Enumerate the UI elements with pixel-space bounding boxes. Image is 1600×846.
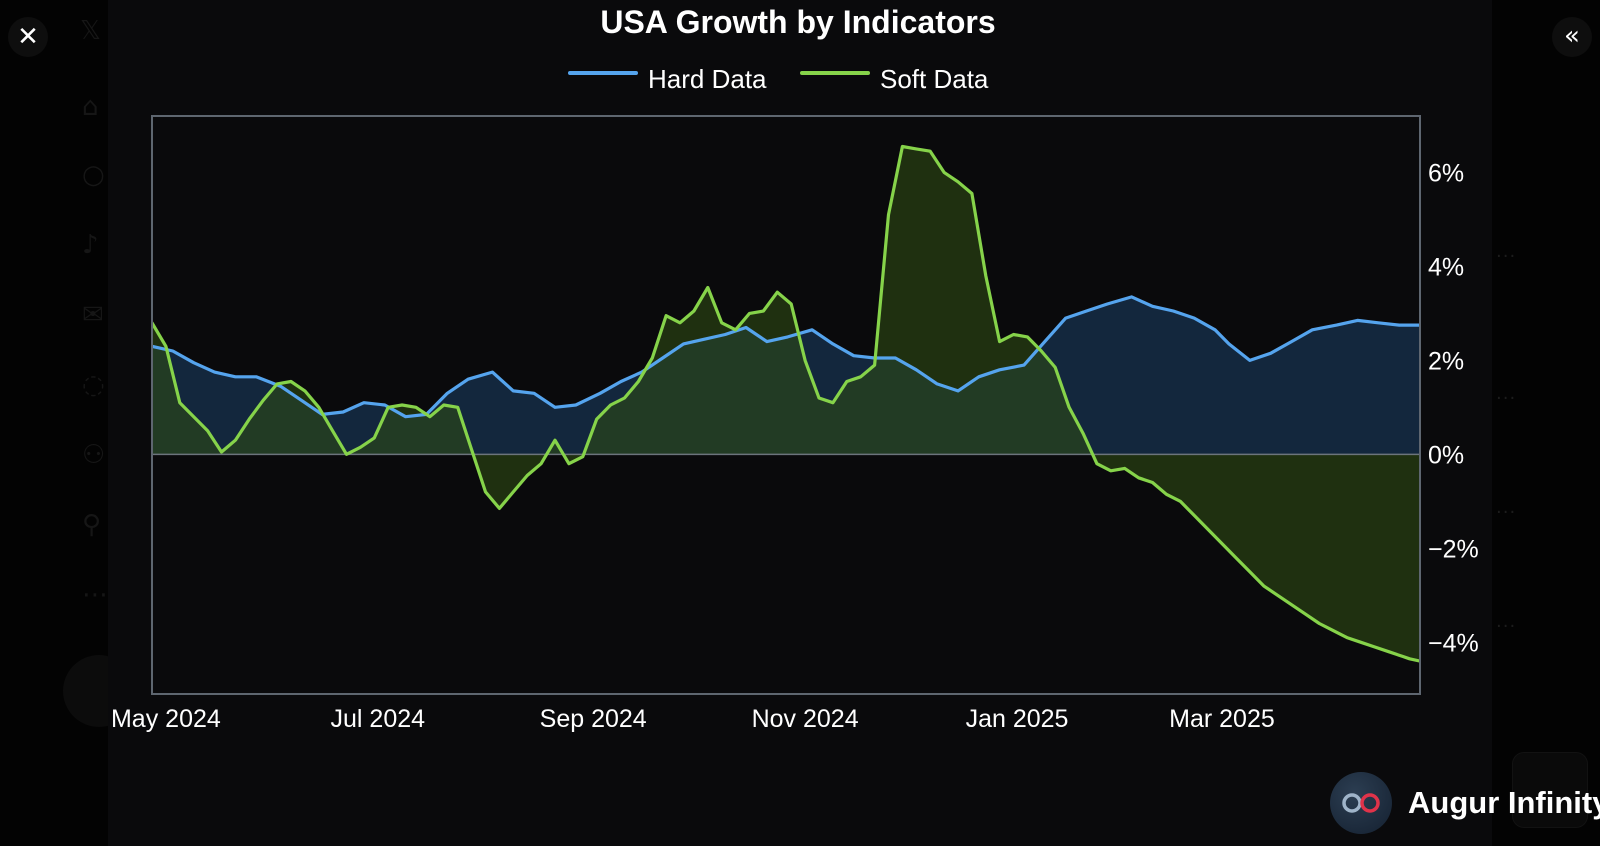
profile-icon: ⚲	[82, 510, 102, 540]
x-tick-label: Jan 2025	[966, 705, 1069, 733]
chart-title: USA Growth by Indicators	[600, 4, 995, 40]
background-right-panel	[1492, 0, 1600, 846]
x-tick-label: Sep 2024	[540, 705, 647, 733]
communities-icon: ⚇	[82, 440, 106, 470]
chart-card: USA Growth by Indicators Hard Data Soft D…	[108, 0, 1600, 846]
infinity-logo-icon	[1330, 772, 1392, 834]
x-tick-label: Nov 2024	[752, 705, 859, 733]
legend-label: Soft Data	[880, 64, 989, 94]
plot-frame	[151, 115, 1421, 695]
more-icon: ⋯	[82, 580, 108, 610]
y-tick-label: 4%	[1428, 253, 1464, 281]
collapse-panel-button[interactable]: «	[1552, 17, 1592, 57]
x-tick-label: Jul 2024	[331, 705, 426, 733]
y-tick-label: 2%	[1428, 347, 1464, 375]
y-tick-label: −2%	[1428, 535, 1479, 563]
double-chevron-left-icon: «	[1564, 21, 1580, 51]
series-line-soft-data	[152, 144, 1420, 663]
chart-legend: Hard Data Soft Data	[568, 64, 989, 94]
y-tick-label: 0%	[1428, 441, 1464, 469]
y-tick-label: −4%	[1428, 629, 1479, 657]
more-dots-icon: ···	[1496, 502, 1517, 523]
x-tick-label: May 2024	[111, 705, 221, 733]
series-line-hard-data	[152, 295, 1420, 419]
close-icon: ✕	[17, 22, 39, 52]
notifications-icon: ♪	[82, 230, 99, 260]
legend-label: Hard Data	[648, 64, 767, 94]
home-icon: ⌂	[82, 92, 99, 122]
x-tick-label: Mar 2025	[1169, 705, 1275, 733]
more-dots-icon: ···	[1496, 616, 1517, 637]
y-tick-label: 6%	[1428, 159, 1464, 187]
grok-icon: ◌	[82, 370, 105, 400]
chart: USA Growth by Indicators Hard Data Soft D…	[111, 4, 1479, 733]
series-area-1	[152, 146, 1420, 662]
close-button[interactable]: ✕	[8, 17, 48, 57]
brand-name: Augur Infinity	[1408, 785, 1600, 820]
messages-icon: ✉	[82, 300, 104, 330]
more-dots-icon: ···	[1496, 388, 1517, 409]
explore-icon: ○	[82, 160, 105, 190]
compose-box	[1512, 752, 1588, 828]
x-logo-icon: 𝕏	[80, 16, 101, 46]
more-dots-icon: ···	[1496, 246, 1517, 267]
brand: Augur Infinity	[1330, 772, 1600, 834]
